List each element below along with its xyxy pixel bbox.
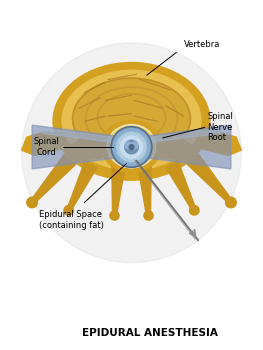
Ellipse shape: [62, 70, 201, 170]
Polygon shape: [22, 132, 71, 155]
Circle shape: [111, 127, 152, 167]
Text: EPIDURAL ANESTHESIA: EPIDURAL ANESTHESIA: [82, 328, 218, 338]
Polygon shape: [166, 162, 196, 211]
Polygon shape: [112, 167, 125, 216]
Ellipse shape: [73, 78, 190, 159]
Circle shape: [131, 142, 138, 149]
Circle shape: [144, 211, 153, 220]
Ellipse shape: [109, 126, 154, 167]
Circle shape: [190, 205, 199, 215]
Circle shape: [125, 142, 132, 149]
Polygon shape: [31, 154, 76, 204]
Text: Spinal
Nerve
Root: Spinal Nerve Root: [207, 112, 233, 142]
Circle shape: [22, 43, 241, 262]
Circle shape: [110, 211, 119, 220]
Circle shape: [127, 155, 136, 165]
Circle shape: [226, 197, 236, 208]
Polygon shape: [187, 154, 232, 204]
Text: Spinal
Cord: Spinal Cord: [34, 137, 59, 157]
Circle shape: [64, 205, 73, 215]
Circle shape: [117, 132, 146, 162]
Polygon shape: [67, 162, 97, 211]
Text: Epidural Space
(containing fat): Epidural Space (containing fat): [39, 210, 104, 230]
Circle shape: [125, 140, 138, 154]
Circle shape: [129, 145, 134, 149]
Circle shape: [27, 197, 37, 208]
Polygon shape: [32, 125, 231, 169]
Polygon shape: [138, 167, 151, 216]
Polygon shape: [192, 132, 241, 155]
Ellipse shape: [102, 120, 161, 173]
Circle shape: [120, 136, 143, 158]
Polygon shape: [42, 128, 221, 145]
Text: Vertebra: Vertebra: [184, 41, 220, 49]
Ellipse shape: [53, 63, 210, 180]
Circle shape: [113, 129, 150, 165]
Polygon shape: [149, 136, 197, 161]
Ellipse shape: [107, 125, 156, 168]
Polygon shape: [66, 136, 114, 161]
